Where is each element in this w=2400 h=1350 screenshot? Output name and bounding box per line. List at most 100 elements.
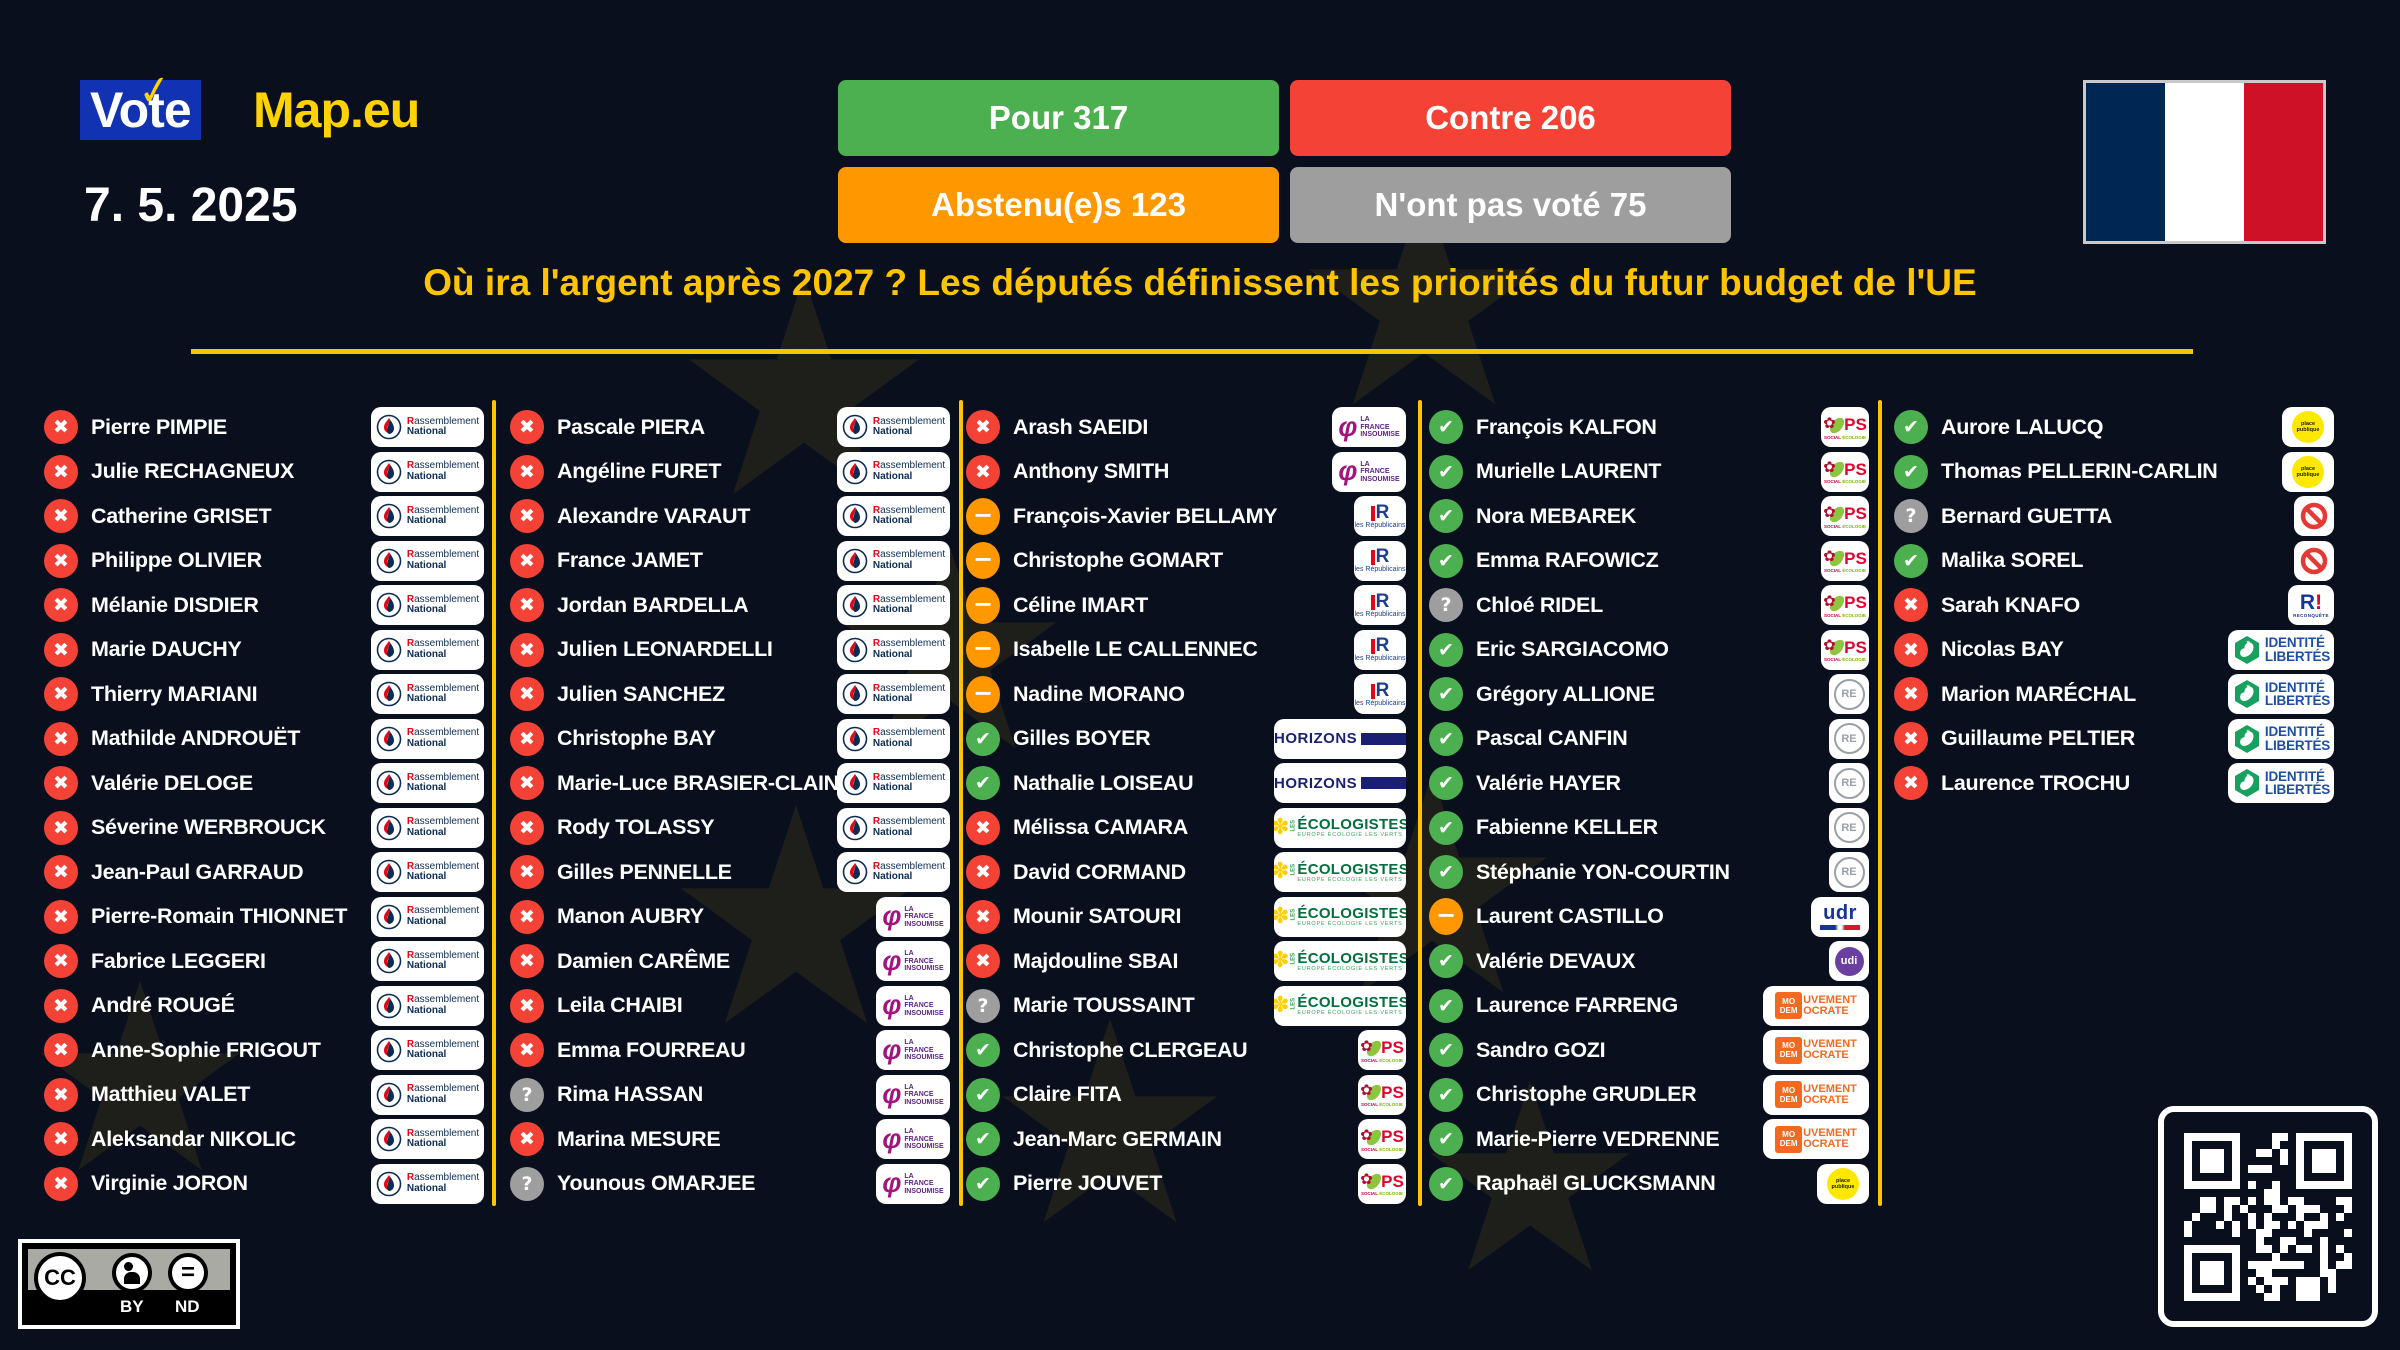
logo-vote-text: Vote bbox=[90, 82, 192, 138]
party-logo-rn: Rassemblement National bbox=[371, 1163, 484, 1204]
party-logo-pp: place publique bbox=[2282, 407, 2334, 448]
vote-against-icon: ✖ bbox=[44, 1077, 78, 1112]
vote-novote-icon: ? bbox=[966, 988, 1000, 1023]
mep-row: ✔ Pascal CANFIN RE bbox=[1429, 717, 1869, 762]
rn-flame-icon bbox=[842, 459, 868, 485]
party-logo-rn: Rassemblement National bbox=[837, 540, 950, 581]
vote-against-icon: ✖ bbox=[510, 588, 544, 623]
mep-row: ✖ Fabrice LEGGERI Rassemblement National bbox=[44, 939, 484, 984]
rn-flame-icon bbox=[376, 770, 402, 796]
contre-count-button[interactable]: Contre 206 bbox=[1290, 80, 1731, 156]
vote-against-icon: ✖ bbox=[510, 543, 544, 578]
rn-flame-icon bbox=[376, 726, 402, 752]
mep-name: François-Xavier BELLAMY bbox=[1013, 503, 1278, 528]
mep-row: ✖ David CORMAND ✽ LES ÉCOLOGISTES EUROPE ÉCO… bbox=[966, 850, 1406, 895]
vote-against-icon: ✖ bbox=[510, 1122, 544, 1157]
vote-for-icon: ✔ bbox=[1429, 499, 1463, 534]
mep-row: ✔ Nathalie LOISEAU HORIZONS bbox=[966, 761, 1406, 806]
mep-row: ? Chloé RIDEL ✿ PS SOCIAL ÉCOLOGIE bbox=[1429, 583, 1869, 628]
mep-name: Pascal CANFIN bbox=[1476, 726, 1628, 751]
vote-against-icon: ✖ bbox=[44, 1122, 78, 1157]
party-logo-ps: ✿ PS SOCIAL ÉCOLOGIE bbox=[1358, 1074, 1406, 1115]
rn-flame-icon bbox=[376, 993, 402, 1019]
vote-for-icon: ✔ bbox=[1429, 1033, 1463, 1068]
mep-row: ? Rima HASSAN φ LA FRANCE INSOUMISE bbox=[510, 1073, 950, 1118]
title-underline bbox=[191, 349, 2193, 354]
mep-name: Christophe GOMART bbox=[1013, 548, 1223, 573]
party-logo-ps: ✿ PS SOCIAL ÉCOLOGIE bbox=[1821, 451, 1869, 492]
rn-flame-icon bbox=[376, 459, 402, 485]
party-logo-eco: ✽ LES ÉCOLOGISTES EUROPE ÉCOLOGIE LES VERT… bbox=[1274, 985, 1406, 1026]
mep-name: France JAMET bbox=[557, 548, 703, 573]
vote-against-icon: ✖ bbox=[966, 454, 1000, 489]
mep-name: Majdouline SBAI bbox=[1013, 948, 1179, 973]
mep-row: ✖ Anne-Sophie FRIGOUT Rassemblement Nation… bbox=[44, 1028, 484, 1073]
party-logo-ps: ✿ PS SOCIAL ÉCOLOGIE bbox=[1821, 585, 1869, 626]
vote-against-icon: ✖ bbox=[44, 410, 78, 445]
mep-row: ✖ Pierre-Romain THIONNET Rassemblement Nat… bbox=[44, 895, 484, 940]
rn-flame-icon bbox=[376, 815, 402, 841]
rn-flame-icon bbox=[376, 414, 402, 440]
party-logo-re: RE bbox=[1829, 674, 1869, 715]
mep-name: Virginie JORON bbox=[91, 1171, 248, 1196]
rn-flame-icon bbox=[842, 726, 868, 752]
mep-column-1: ✖ Pierre PIMPIE Rassemblement National ✖ Jul… bbox=[44, 405, 484, 1206]
vote-against-icon: ✖ bbox=[44, 810, 78, 845]
party-logo-ni bbox=[2294, 496, 2334, 537]
rn-flame-icon bbox=[842, 548, 868, 574]
vote-for-icon: ✔ bbox=[1429, 855, 1463, 890]
mep-row: ✔ François KALFON ✿ PS SOCIAL ÉCOLOGIE bbox=[1429, 405, 1869, 450]
mep-name: Julien SANCHEZ bbox=[557, 681, 725, 706]
party-logo-lfi: φ LA FRANCE INSOUMISE bbox=[876, 1074, 950, 1115]
il-rooster-icon bbox=[2234, 724, 2259, 753]
party-logo-rn: Rassemblement National bbox=[837, 852, 950, 893]
nonvote-count-button[interactable]: N'ont pas voté 75 bbox=[1290, 167, 1731, 243]
mep-name: Thierry MARIANI bbox=[91, 681, 258, 706]
cc-by-label: BY bbox=[120, 1297, 144, 1316]
party-logo-rn: Rassemblement National bbox=[837, 451, 950, 492]
party-logo-modem: MO DEM UVEMENT OCRATE bbox=[1763, 1030, 1869, 1071]
mep-row: ✖ Catherine GRISET Rassemblement National bbox=[44, 494, 484, 539]
il-rooster-icon bbox=[2234, 680, 2259, 709]
mep-name: Marion MARÉCHAL bbox=[1941, 681, 2136, 706]
cc-no-derivatives-icon: = bbox=[168, 1253, 208, 1293]
mep-name: Arash SAEIDI bbox=[1013, 414, 1148, 439]
vote-against-icon: ✖ bbox=[510, 410, 544, 445]
mep-name: Pierre PIMPIE bbox=[91, 414, 227, 439]
party-logo-ps: ✿ PS SOCIAL ÉCOLOGIE bbox=[1358, 1119, 1406, 1160]
mep-name: Marie DAUCHY bbox=[91, 637, 242, 662]
vote-for-icon: ✔ bbox=[966, 1033, 1000, 1068]
flag-white-band bbox=[2165, 83, 2244, 241]
vote-abstain-icon: − bbox=[966, 675, 1000, 713]
cc-icon: CC bbox=[34, 1252, 86, 1304]
vote-against-icon: ✖ bbox=[44, 1033, 78, 1068]
abstenu-count-button[interactable]: Abstenu(e)s 123 bbox=[838, 167, 1279, 243]
vote-against-icon: ✖ bbox=[510, 499, 544, 534]
party-logo-rn: Rassemblement National bbox=[371, 941, 484, 982]
vote-for-icon: ✔ bbox=[966, 721, 1000, 756]
vote-against-icon: ✖ bbox=[1894, 721, 1928, 756]
mep-name: Jordan BARDELLA bbox=[557, 592, 749, 617]
mep-row: ✖ Pierre PIMPIE Rassemblement National bbox=[44, 405, 484, 450]
mep-row: ✔ Eric SARGIACOMO ✿ PS SOCIAL ÉCOLOGIE bbox=[1429, 628, 1869, 673]
mep-row: ✔ Fabienne KELLER RE bbox=[1429, 806, 1869, 851]
vote-novote-icon: ? bbox=[1894, 499, 1928, 534]
vote-against-icon: ✖ bbox=[1894, 588, 1928, 623]
mep-row: ✔ Laurence FARRENG MO DEM UVEMENT OCRATE bbox=[1429, 984, 1869, 1029]
rn-flame-icon bbox=[842, 859, 868, 885]
rn-flame-icon bbox=[376, 592, 402, 618]
party-logo-rn: Rassemblement National bbox=[371, 852, 484, 893]
mep-row: ✖ Anthony SMITH φ LA FRANCE INSOUMISE bbox=[966, 450, 1406, 495]
mep-row: ✖ Emma FOURREAU φ LA FRANCE INSOUMISE bbox=[510, 1028, 950, 1073]
party-logo-lfi: φ LA FRANCE INSOUMISE bbox=[876, 1163, 950, 1204]
vote-against-icon: ✖ bbox=[44, 454, 78, 489]
mep-row: ✖ Valérie DELOGE Rassemblement National bbox=[44, 761, 484, 806]
pour-count-button[interactable]: Pour 317 bbox=[838, 80, 1279, 156]
mep-name: Rima HASSAN bbox=[557, 1082, 704, 1107]
mep-name: Damien CARÊME bbox=[557, 948, 730, 973]
vote-for-icon: ✔ bbox=[1429, 543, 1463, 578]
vote-date: 7. 5. 2025 bbox=[84, 179, 298, 232]
party-logo-rn: Rassemblement National bbox=[371, 807, 484, 848]
mep-name: Marie-Pierre VEDRENNE bbox=[1476, 1126, 1720, 1151]
